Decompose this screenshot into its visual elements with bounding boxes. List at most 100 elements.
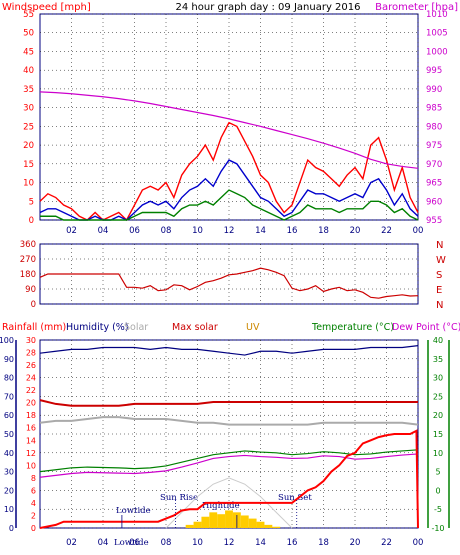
rain-y-tick-label: 10: [26, 461, 36, 470]
rain-y-tick-label: 0: [31, 524, 36, 533]
wind-y-tick-label: 55: [23, 10, 34, 20]
compass-label: N: [436, 300, 443, 311]
rain-y-tick-label: 28: [26, 349, 36, 358]
climate-x-tick-label: 08: [161, 538, 172, 548]
humidity-y-tick-label: 80: [4, 374, 14, 383]
wind-x-tick-label: 08: [161, 226, 172, 236]
legend-uv: UV: [246, 322, 260, 333]
compass-label: W: [436, 255, 446, 266]
rain-y-tick-label: 6: [31, 486, 36, 495]
climate-series-line-0: [39, 345, 419, 356]
annotation-lowtide-2: Lowtide: [114, 538, 149, 548]
direction-y-tick-label: 90: [25, 285, 36, 295]
barometer-y-tick-label: 955: [426, 216, 442, 226]
legend-solar: Solar: [124, 322, 148, 333]
wind-x-tick-label: 14: [255, 226, 266, 236]
rain-y-tick-label: 14: [26, 436, 36, 445]
climate-x-tick-label: 10: [192, 538, 203, 548]
annotation-sunrise: Sun Rise: [160, 493, 198, 503]
climate-x-tick-label: 18: [318, 538, 329, 548]
temp-y-tick-label: 30: [433, 374, 443, 383]
wind-x-tick-label: 16: [287, 226, 298, 236]
rain-y-tick-label: 4: [31, 499, 36, 508]
climate-x-tick-label: 04: [98, 538, 109, 548]
legend-temperature: Temperature (°C): [311, 322, 394, 333]
climate-x-tick-label: 14: [255, 538, 266, 548]
barometer-y-tick-label: 1010: [426, 10, 448, 20]
barometer-y-tick-label: 965: [426, 179, 442, 189]
humidity-y-tick-label: 90: [4, 355, 14, 364]
temp-y-tick-label: 15: [433, 430, 443, 439]
rain-y-tick-label: 24: [26, 374, 36, 383]
compass-label: S: [436, 270, 442, 281]
barometer-y-tick-label: 980: [426, 122, 442, 132]
temp-y-tick-label: -5: [434, 505, 442, 514]
direction-y-tick-label: 180: [20, 270, 36, 280]
barometer-line: [39, 91, 419, 169]
humidity-y-tick-label: 70: [4, 392, 14, 401]
climate-x-tick-label: 22: [381, 538, 392, 548]
annotation-hightide: Hightide: [202, 501, 240, 511]
temp-y-tick-label: 40: [433, 336, 443, 345]
wind-x-tick-label: 06: [129, 226, 140, 236]
humidity-y-tick-label: 60: [4, 411, 14, 420]
wind-x-tick-label: 20: [350, 226, 361, 236]
rain-y-tick-label: 18: [26, 411, 36, 420]
wind-x-tick-label: 00: [413, 226, 424, 236]
chart-title: 24 hour graph day : 09 January 2016: [176, 2, 361, 13]
solar-bar: [248, 518, 257, 528]
humidity-y-tick-label: 10: [4, 505, 14, 514]
wind-y-tick-label: 45: [23, 47, 34, 57]
solar-bar: [217, 514, 226, 528]
climate-x-tick-label: 16: [287, 538, 298, 548]
humidity-y-tick-label: 40: [4, 449, 14, 458]
rain-y-tick-label: 30: [26, 336, 36, 345]
humidity-y-tick-label: 50: [4, 430, 14, 439]
legend-dew-point: Dew Point (°C): [392, 322, 460, 333]
climate-x-tick-label: 00: [413, 538, 424, 548]
legend-rainfall: Rainfall (mm): [2, 322, 66, 333]
wind-x-tick-label: 18: [318, 226, 329, 236]
climate-series-line-5: [39, 416, 419, 426]
humidity-y-tick-label: 20: [4, 486, 14, 495]
wind-y-tick-label: 5: [29, 197, 34, 207]
temp-y-tick-label: -10: [431, 524, 444, 533]
temp-y-tick-label: 5: [435, 468, 440, 477]
solar-bar: [185, 524, 194, 528]
wind-y-tick-label: 35: [23, 85, 34, 95]
wind-y-tick-label: 0: [29, 216, 34, 226]
wind-panel-frame: [39, 13, 419, 221]
climate-x-tick-label: 20: [350, 538, 361, 548]
rain-y-tick-label: 8: [31, 474, 36, 483]
wind-series-line-0: [39, 121, 419, 222]
direction-line: [39, 267, 419, 299]
wind-y-tick-label: 30: [23, 104, 34, 114]
wind-y-tick-label: 25: [23, 122, 34, 132]
wind-y-tick-label: 50: [23, 29, 34, 39]
direction-y-tick-label: 360: [20, 240, 36, 250]
annotation-sunset: Sun Set: [278, 493, 312, 503]
solar-bar: [256, 521, 265, 528]
rain-y-tick-label: 16: [26, 424, 36, 433]
barometer-y-tick-label: 985: [426, 104, 442, 114]
rain-y-tick-label: 26: [26, 361, 36, 370]
temp-y-tick-label: 10: [433, 449, 443, 458]
tide-curve: [165, 477, 293, 529]
wind-x-tick-label: 04: [98, 226, 109, 236]
left-axis-title: Windspeed [mph]: [2, 2, 91, 13]
wind-y-tick-label: 15: [23, 160, 34, 170]
compass-label: N: [436, 240, 443, 251]
barometer-y-tick-label: 975: [426, 141, 442, 151]
direction-y-tick-label: 270: [20, 255, 36, 265]
temp-y-tick-label: 25: [433, 392, 443, 401]
wind-series-line-2: [40, 189, 419, 221]
climate-x-tick-label: 06: [129, 538, 140, 548]
direction-y-tick-label: 0: [31, 300, 36, 310]
solar-bar: [272, 526, 281, 528]
solar-bar: [193, 521, 202, 528]
wind-x-tick-label: 12: [224, 226, 235, 236]
barometer-y-tick-label: 1000: [426, 47, 448, 57]
rain-y-tick-label: 22: [26, 386, 36, 395]
